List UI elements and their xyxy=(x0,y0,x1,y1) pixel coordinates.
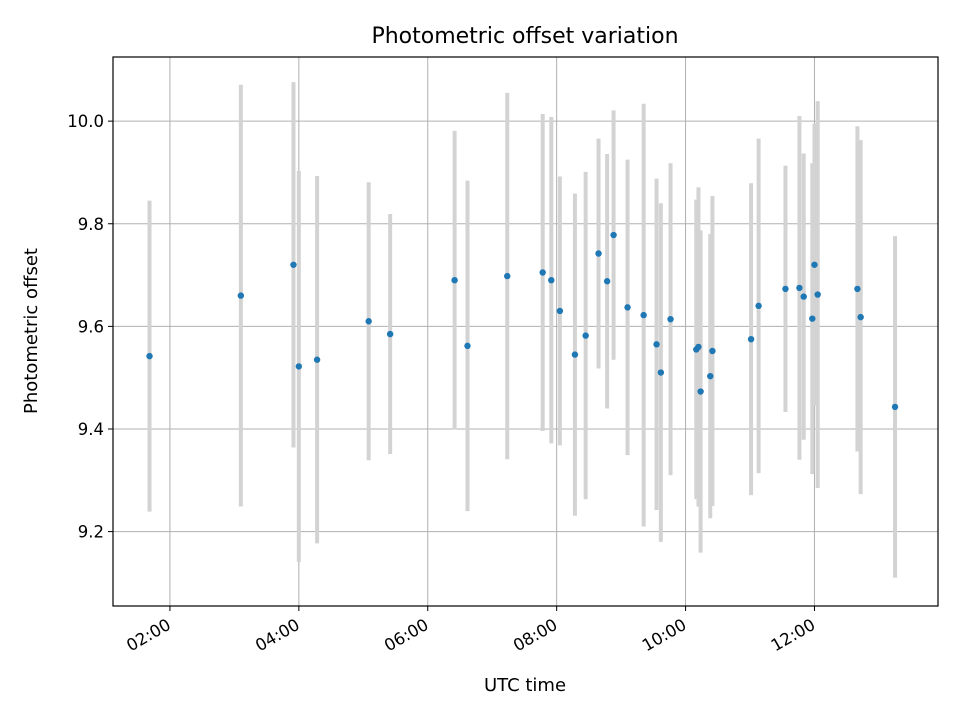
y-tick-label: 9.4 xyxy=(78,420,104,439)
data-point xyxy=(814,291,821,298)
data-point xyxy=(782,285,789,293)
data-point xyxy=(709,347,716,355)
data-point xyxy=(796,284,803,292)
data-point xyxy=(755,302,762,310)
data-point xyxy=(548,276,555,284)
data-point xyxy=(290,261,297,268)
data-point xyxy=(800,293,807,300)
data-point xyxy=(610,231,617,239)
data-point xyxy=(595,250,602,257)
data-points xyxy=(146,231,899,411)
data-point xyxy=(365,318,372,325)
data-point xyxy=(624,304,631,311)
data-point xyxy=(854,285,861,293)
y-tick-label: 10.0 xyxy=(67,112,104,131)
data-point xyxy=(811,261,818,268)
data-point xyxy=(603,278,611,285)
data-point xyxy=(295,363,303,370)
y-tick-label: 9.8 xyxy=(78,215,104,234)
data-point xyxy=(539,269,546,276)
data-point xyxy=(571,351,579,358)
data-point xyxy=(653,341,660,348)
data-point xyxy=(146,352,153,360)
data-point xyxy=(697,388,704,395)
x-axis-label: UTC time xyxy=(484,675,566,696)
y-tick-label: 9.6 xyxy=(78,317,104,336)
data-point xyxy=(313,356,321,363)
data-point xyxy=(891,403,899,411)
data-point xyxy=(640,311,647,319)
data-point xyxy=(386,330,394,338)
data-point xyxy=(556,307,564,315)
data-point xyxy=(857,313,864,321)
data-point xyxy=(657,369,665,376)
data-point xyxy=(695,343,702,351)
plot-frame xyxy=(112,56,939,607)
y-tick-label: 9.2 xyxy=(78,523,104,542)
data-point xyxy=(809,315,816,322)
data-point xyxy=(464,342,471,350)
data-point xyxy=(747,335,755,343)
data-point xyxy=(667,315,674,323)
data-point xyxy=(707,372,714,380)
data-point xyxy=(582,332,589,339)
data-point xyxy=(504,272,511,280)
data-point xyxy=(237,292,245,299)
chart-title: Photometric offset variation xyxy=(371,24,678,49)
y-axis-label: Photometric offset xyxy=(21,248,42,414)
data-point xyxy=(451,276,458,284)
